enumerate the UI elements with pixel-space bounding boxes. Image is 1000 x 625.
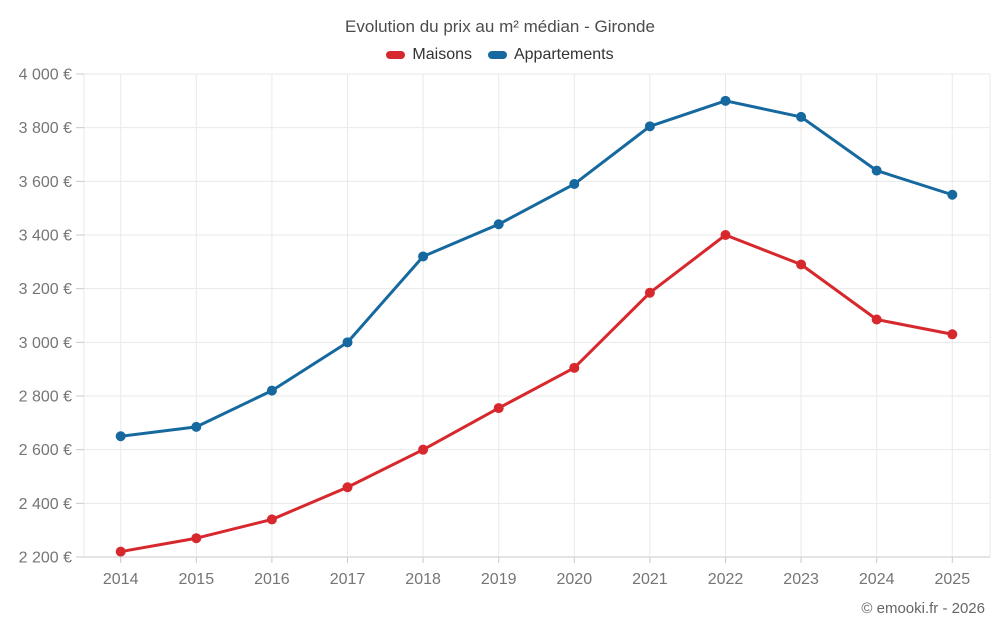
y-axis-label: 3 000 € xyxy=(19,335,72,352)
data-point-maisons xyxy=(569,362,580,373)
x-axis-label: 2022 xyxy=(708,571,744,588)
x-axis-label: 2023 xyxy=(783,571,819,588)
data-point-appartements xyxy=(493,219,504,230)
data-point-appartements xyxy=(342,337,353,348)
data-point-maisons xyxy=(493,403,504,414)
x-axis-label: 2016 xyxy=(254,571,290,588)
x-axis-label: 2014 xyxy=(103,571,139,588)
x-axis-label: 2019 xyxy=(481,571,517,588)
data-point-maisons xyxy=(644,287,655,298)
data-point-maisons xyxy=(796,259,807,270)
legend-item-maisons[interactable]: Maisons xyxy=(386,46,472,64)
data-point-maisons xyxy=(720,230,731,240)
data-point-appartements xyxy=(720,95,731,106)
x-axis-label: 2025 xyxy=(935,571,971,588)
data-point-appartements xyxy=(266,385,277,396)
data-point-appartements xyxy=(569,179,580,190)
data-point-appartements xyxy=(644,121,655,132)
data-point-maisons xyxy=(342,482,353,493)
legend-item-appartements[interactable]: Appartements xyxy=(487,46,614,64)
data-point-appartements xyxy=(947,189,958,200)
y-axis-label: 3 600 € xyxy=(19,174,72,191)
x-axis-label: 2024 xyxy=(859,571,895,588)
data-point-maisons xyxy=(871,314,882,325)
data-point-appartements xyxy=(418,251,429,262)
data-point-appartements xyxy=(871,165,882,176)
legend-label-appartements: Appartements xyxy=(513,46,614,63)
maisons-swatch-icon xyxy=(386,51,406,59)
data-point-appartements xyxy=(796,111,807,122)
data-point-maisons xyxy=(191,533,202,544)
y-axis-label: 4 000 € xyxy=(19,67,72,84)
x-axis-label: 2017 xyxy=(330,571,366,588)
series-line-appartements xyxy=(119,99,954,438)
y-axis-label: 3 800 € xyxy=(19,120,72,137)
data-point-maisons xyxy=(947,329,958,340)
y-axis-label: 2 800 € xyxy=(19,389,72,406)
x-axis-label: 2020 xyxy=(557,571,593,588)
data-point-maisons xyxy=(115,546,126,557)
y-axis-label: 2 600 € xyxy=(19,442,72,459)
data-point-appartements xyxy=(115,431,126,442)
y-axis-label: 2 200 € xyxy=(19,550,72,567)
x-axis-label: 2021 xyxy=(632,571,668,588)
data-point-maisons xyxy=(418,444,429,455)
y-axis-label: 2 400 € xyxy=(19,496,72,513)
copyright-credit: © emooki.fr - 2026 xyxy=(861,600,985,617)
appartements-swatch-icon xyxy=(487,51,507,59)
chart-title: Evolution du prix au m² médian - Gironde xyxy=(345,17,655,36)
data-point-appartements xyxy=(191,421,202,432)
y-axis-label: 3 200 € xyxy=(19,281,72,298)
data-point-maisons xyxy=(266,514,277,525)
y-axis-label: 3 400 € xyxy=(19,228,72,245)
legend-label-maisons: Maisons xyxy=(412,46,472,63)
chart-legend: Maisons Appartements xyxy=(0,46,1000,64)
x-axis-label: 2018 xyxy=(405,571,441,588)
x-axis-label: 2015 xyxy=(179,571,215,588)
series-line-maisons xyxy=(119,233,954,554)
